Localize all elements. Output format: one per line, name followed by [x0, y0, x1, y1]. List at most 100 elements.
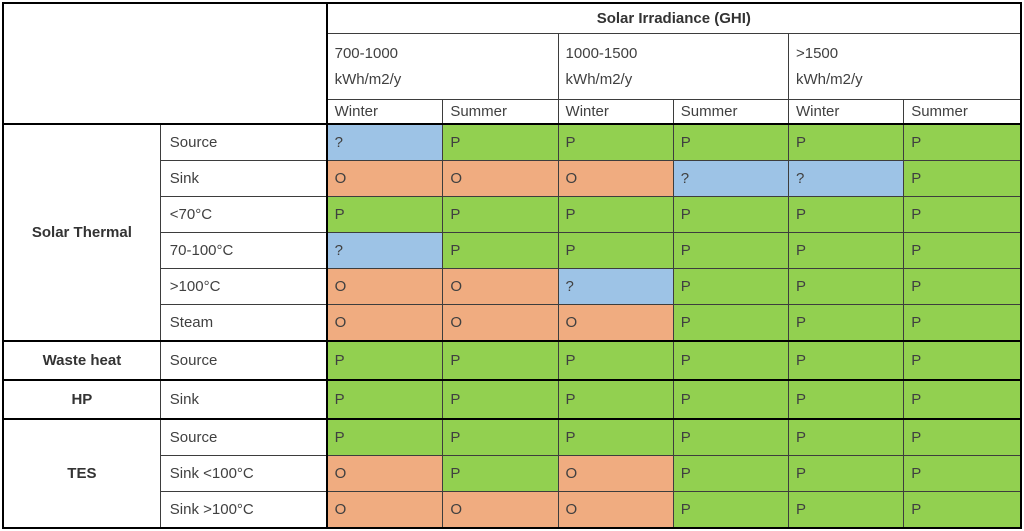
matrix-cell: P	[325, 340, 444, 381]
table-row: Waste heat Source P P P P P P	[2, 340, 1022, 381]
matrix-cell: ?	[672, 160, 789, 197]
matrix-cell: P	[672, 196, 789, 233]
matrix-cell: P	[903, 379, 1022, 420]
season-header: Summer	[903, 99, 1022, 125]
table-row: HP Sink P P P P P P	[2, 379, 1022, 420]
matrix-cell: P	[903, 304, 1022, 342]
matrix-cell: P	[787, 196, 905, 233]
matrix-cell: P	[672, 304, 789, 342]
header-range-row: 700-1000 kWh/m2/y 1000-1500 kWh/m2/y >15…	[3, 33, 1022, 100]
range-line1: 1000-1500	[565, 44, 638, 62]
matrix-cell: P	[557, 340, 674, 381]
matrix-cell: ?	[325, 123, 444, 161]
matrix-cell: P	[557, 196, 674, 233]
matrix-cell: P	[903, 491, 1022, 529]
row-label: Source	[159, 340, 328, 381]
table-title: Solar Irradiance (GHI)	[325, 2, 1022, 34]
matrix-cell: P	[787, 232, 905, 269]
table-row: Steam O O O P P P	[3, 304, 1022, 342]
row-label: Source	[159, 123, 328, 161]
row-label: Sink	[159, 160, 328, 197]
matrix-cell: P	[787, 455, 905, 492]
range-header-700-1000: 700-1000 kWh/m2/y	[325, 33, 559, 100]
matrix-cell: O	[325, 304, 444, 342]
season-header: Winter	[325, 99, 444, 125]
matrix-cell: ?	[557, 268, 674, 305]
row-group-label: Solar Thermal	[2, 123, 161, 342]
matrix-cell: P	[672, 232, 789, 269]
matrix-cell: P	[672, 418, 789, 456]
matrix-cell: P	[442, 379, 559, 420]
range-line2: kWh/m2/y	[565, 70, 633, 88]
row-label: 70-100°C	[159, 232, 328, 269]
season-header: Summer	[672, 99, 789, 125]
row-group-label: TES	[2, 418, 161, 529]
matrix-cell: P	[787, 304, 905, 342]
matrix-cell: P	[325, 379, 444, 420]
matrix-cell: O	[442, 160, 559, 197]
matrix-cell: O	[557, 304, 674, 342]
row-group-label: Waste heat	[2, 340, 161, 381]
matrix-cell: P	[903, 340, 1022, 381]
row-label: <70°C	[159, 196, 328, 233]
table-row: >100°C O O ? P P P	[3, 268, 1022, 305]
matrix-cell: O	[325, 491, 444, 529]
season-header: Winter	[557, 99, 674, 125]
matrix-cell: ?	[787, 160, 905, 197]
row-label: Sink	[159, 379, 328, 420]
range-line2: kWh/m2/y	[795, 70, 863, 88]
row-label: Sink >100°C	[159, 491, 328, 529]
matrix-cell: P	[672, 268, 789, 305]
matrix-cell: P	[325, 418, 444, 456]
matrix-cell: O	[325, 160, 444, 197]
range-line2: kWh/m2/y	[334, 70, 402, 88]
corner-empty-cell	[2, 2, 328, 125]
season-header: Summer	[442, 99, 559, 125]
table-row: Solar Thermal Source ? P P P P P	[2, 123, 1022, 342]
table-row: TES Source P P P P P P	[2, 418, 1022, 529]
matrix-cell: O	[557, 455, 674, 492]
row-label: Steam	[159, 304, 328, 342]
matrix-cell: P	[903, 196, 1022, 233]
row-label: >100°C	[159, 268, 328, 305]
matrix-cell: P	[787, 123, 905, 161]
matrix-cell: O	[557, 160, 674, 197]
table-row: Sink <100°C O P O P P P	[3, 455, 1022, 492]
matrix-cell: P	[903, 123, 1022, 161]
matrix-cell: P	[787, 491, 905, 529]
matrix-cell: P	[903, 268, 1022, 305]
row-group-label: HP	[2, 379, 161, 420]
matrix-cell: P	[442, 232, 559, 269]
matrix-cell: P	[787, 418, 905, 456]
matrix-cell: ?	[325, 232, 444, 269]
matrix-cell: P	[672, 455, 789, 492]
matrix-cell: P	[903, 418, 1022, 456]
matrix-cell: O	[442, 268, 559, 305]
table-row: 70-100°C ? P P P P P	[3, 232, 1022, 269]
row-label: Sink <100°C	[159, 455, 328, 492]
matrix-cell: P	[442, 418, 559, 456]
range-header-1000-1500: 1000-1500 kWh/m2/y	[557, 33, 789, 100]
matrix-cell: P	[442, 196, 559, 233]
matrix-cell: P	[672, 123, 789, 161]
matrix-cell: O	[442, 304, 559, 342]
header-season-row: Winter Summer Winter Summer Winter Summe…	[3, 99, 1022, 125]
matrix-cell: O	[325, 455, 444, 492]
season-header: Winter	[787, 99, 905, 125]
matrix-cell: P	[903, 160, 1022, 197]
matrix-cell: P	[787, 379, 905, 420]
matrix-cell: P	[903, 455, 1022, 492]
matrix-cell: P	[672, 340, 789, 381]
matrix-cell: P	[787, 268, 905, 305]
range-line1: >1500	[795, 44, 839, 62]
matrix-cell: P	[787, 340, 905, 381]
matrix-cell: P	[557, 123, 674, 161]
matrix-cell: P	[442, 123, 559, 161]
matrix-cell: P	[557, 418, 674, 456]
matrix-cell: P	[557, 379, 674, 420]
matrix-cell: O	[557, 491, 674, 529]
range-line1: 700-1000	[334, 44, 399, 62]
matrix-cell: P	[672, 491, 789, 529]
matrix-cell: P	[442, 455, 559, 492]
